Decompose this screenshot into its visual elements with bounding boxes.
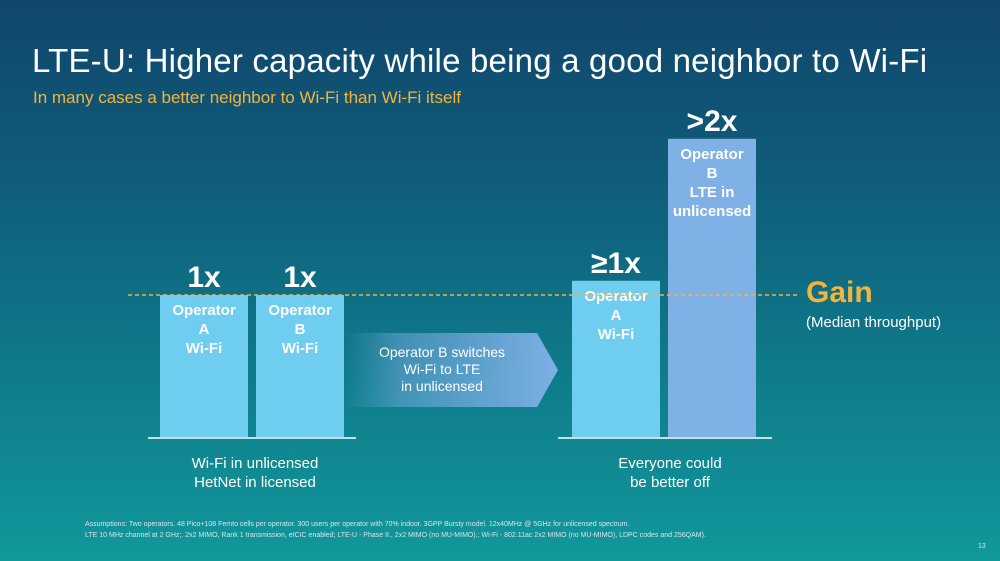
bar-label: Operator [172, 302, 236, 319]
caption-line: Everyone could [618, 455, 722, 472]
bar-3 [572, 280, 660, 437]
footnote-line: LTE 10 MHz channel at 2 GHz;. 2x2 MIMO, … [85, 532, 706, 539]
bar-label: Operator [680, 146, 744, 163]
arrow-text: in unlicensed [401, 378, 483, 394]
bar-label: A [611, 307, 622, 324]
bar-label: Operator [584, 288, 648, 305]
bar-4 [668, 138, 756, 438]
bar-1 [160, 295, 248, 437]
caption-line: be better off [630, 474, 710, 491]
bar-value-label: ≥1x [591, 247, 641, 280]
gain-label: Gain [806, 276, 873, 309]
bar-label: unlicensed [673, 203, 751, 220]
arrow-text: Wi-Fi to LTE [404, 361, 481, 377]
footnote-line: Assumptions: Two operators. 48 Pico+108 … [85, 521, 630, 528]
slide-subtitle: In many cases a better neighbor to Wi-Fi… [33, 88, 461, 107]
bar-2 [256, 295, 344, 437]
bar-value-label: 1x [187, 261, 221, 294]
footnote: Assumptions: Two operators. 48 Pico+108 … [85, 519, 706, 541]
bar-label: B [295, 321, 306, 338]
caption-line: Wi-Fi in unlicensed [191, 455, 319, 472]
gain-sublabel: (Median throughput) [806, 314, 942, 331]
group-caption-right: Everyone could be better off [565, 454, 775, 492]
bar-label: A [199, 321, 210, 338]
bar-label: Operator [268, 302, 332, 319]
bar-label: B [707, 165, 718, 182]
arrow-text: Operator B switches [379, 344, 505, 360]
bar-label: Wi-Fi [282, 340, 319, 357]
slide-number: 13 [978, 543, 986, 550]
slide-title: LTE-U: Higher capacity while being a goo… [32, 42, 928, 79]
bar-label: LTE in [690, 184, 735, 201]
bar-value-label: >2x [687, 105, 738, 138]
bar-label: Wi-Fi [186, 340, 223, 357]
group-caption-left: Wi-Fi in unlicensed HetNet in licensed [150, 454, 360, 492]
bar-label: Wi-Fi [598, 326, 635, 343]
caption-line: HetNet in licensed [194, 474, 316, 491]
bar-value-label: 1x [283, 261, 317, 294]
transition-arrow [346, 333, 558, 407]
